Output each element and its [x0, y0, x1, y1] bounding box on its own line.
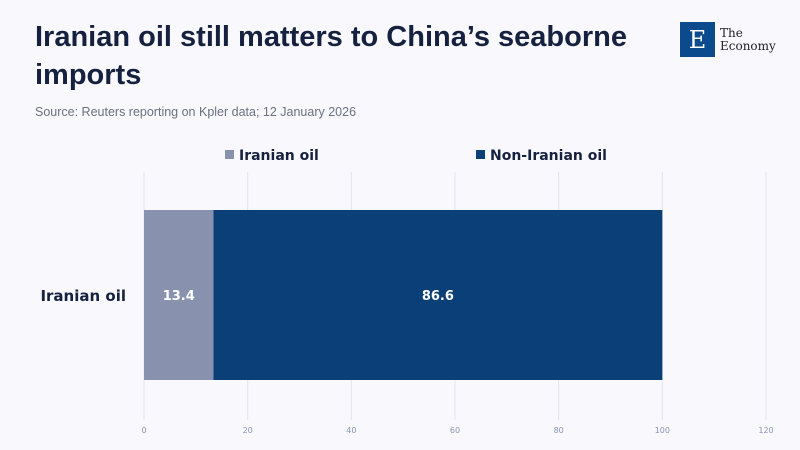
logo: E The Economy: [680, 22, 776, 57]
data-label: 13.4: [163, 289, 195, 304]
legend-swatch: [225, 150, 234, 159]
x-tick-label: 80: [554, 426, 564, 435]
x-tick-label: 100: [655, 426, 670, 435]
legend-label: Iranian oil: [239, 148, 319, 164]
x-tick-label: 120: [758, 426, 773, 435]
logo-line2: Economy: [720, 38, 776, 53]
chart-source: Source: Reuters reporting on Kpler data;…: [35, 105, 357, 119]
data-label: 86.6: [422, 289, 454, 304]
y-category-label: Iranian oil: [40, 287, 126, 305]
x-tick-label: 40: [346, 426, 356, 435]
x-tick-label: 60: [450, 426, 460, 435]
legend-swatch: [476, 150, 485, 159]
bar-segment: [144, 210, 214, 380]
x-tick-label: 20: [243, 426, 253, 435]
logo-mark: E: [680, 22, 715, 57]
logo-line1: The: [720, 25, 743, 40]
x-tick-label: 0: [141, 426, 146, 435]
chart-title: Iranian oil still matters to China’s sea…: [35, 21, 627, 91]
legend-label: Non-Iranian oil: [490, 148, 607, 164]
bar-segment: [213, 210, 663, 380]
